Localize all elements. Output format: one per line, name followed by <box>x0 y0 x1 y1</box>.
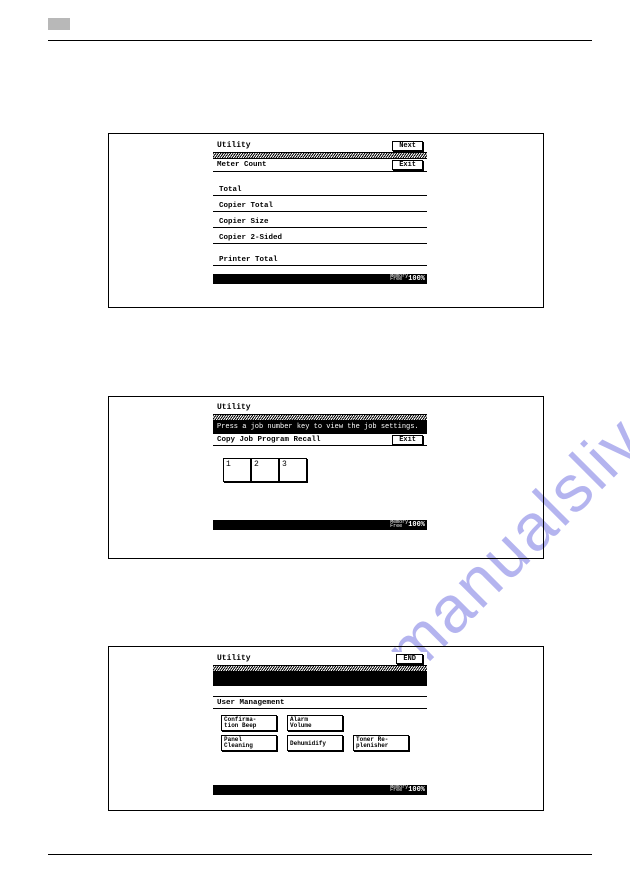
row-copier-2sided[interactable]: Copier 2-Sided <box>213 228 427 244</box>
toner-replenisher-button[interactable]: Toner Re-plenisher <box>353 735 409 751</box>
sub-header: User Management <box>213 696 427 709</box>
header-block <box>48 18 70 30</box>
row-total[interactable]: Total <box>213 180 427 196</box>
panel-title: Utility <box>217 654 251 663</box>
memory-label: MemoryFree <box>390 786 408 793</box>
sub-header: Meter Count Exit <box>213 159 427 172</box>
exit-button[interactable]: Exit <box>392 435 423 445</box>
meter-count-label: Meter Count <box>217 161 267 169</box>
row-printer-total[interactable]: Printer Total <box>213 250 427 266</box>
memory-pct: 100% <box>408 275 425 283</box>
job-2-button[interactable]: 2 <box>251 458 279 482</box>
panel-cleaning-button[interactable]: PanelCleaning <box>221 735 277 751</box>
user-mgmt-label: User Management <box>217 699 285 707</box>
job-3-button[interactable]: 3 <box>279 458 307 482</box>
lcd-panel-2: Utility Press a job number key to view t… <box>213 401 427 553</box>
exit-button[interactable]: Exit <box>392 160 423 170</box>
panel-header: Utility END <box>213 652 427 666</box>
memory-pct: 100% <box>408 786 425 794</box>
memory-label: MemoryFree <box>390 275 408 282</box>
row-copier-size[interactable]: Copier Size <box>213 212 427 228</box>
memory-bar: MemoryFree100% <box>213 520 427 530</box>
memory-bar: MemoryFree100% <box>213 274 427 284</box>
next-button[interactable]: Next <box>392 141 423 151</box>
job-1-button[interactable]: 1 <box>223 458 251 482</box>
sub-header: Copy Job Program Recall Exit <box>213 433 427 446</box>
lcd-panel-3: Utility END User Management Confirma-tio… <box>213 652 427 804</box>
lcd-panel-1: Utility Next Meter Count Exit Total Copi… <box>213 139 427 302</box>
memory-label: MemoryFree <box>390 521 408 528</box>
end-button[interactable]: END <box>396 654 423 664</box>
panel-title: Utility <box>217 141 251 150</box>
panel-header: Utility <box>213 401 427 415</box>
black-strip <box>213 672 427 686</box>
bottom-divider <box>48 854 592 855</box>
alarm-volume-button[interactable]: AlarmVolume <box>287 715 343 731</box>
panel-title: Utility <box>217 403 251 412</box>
instruction-msg: Press a job number key to view the job s… <box>213 421 427 433</box>
top-divider <box>48 40 592 41</box>
options-row-2: PanelCleaning Dehumidify Toner Re-plenis… <box>221 735 419 751</box>
dehumidify-button[interactable]: Dehumidify <box>287 735 343 751</box>
confirm-beep-button[interactable]: Confirma-tion Beep <box>221 715 277 731</box>
options-row-1: Confirma-tion Beep AlarmVolume <box>221 715 419 731</box>
row-copier-total[interactable]: Copier Total <box>213 196 427 212</box>
memory-bar: MemoryFree100% <box>213 785 427 795</box>
recall-label: Copy Job Program Recall <box>217 436 321 444</box>
job-number-row: 1 2 3 <box>213 446 427 482</box>
memory-pct: 100% <box>408 521 425 529</box>
panel-header: Utility Next <box>213 139 427 153</box>
options-grid: Confirma-tion Beep AlarmVolume PanelClea… <box>213 709 427 751</box>
